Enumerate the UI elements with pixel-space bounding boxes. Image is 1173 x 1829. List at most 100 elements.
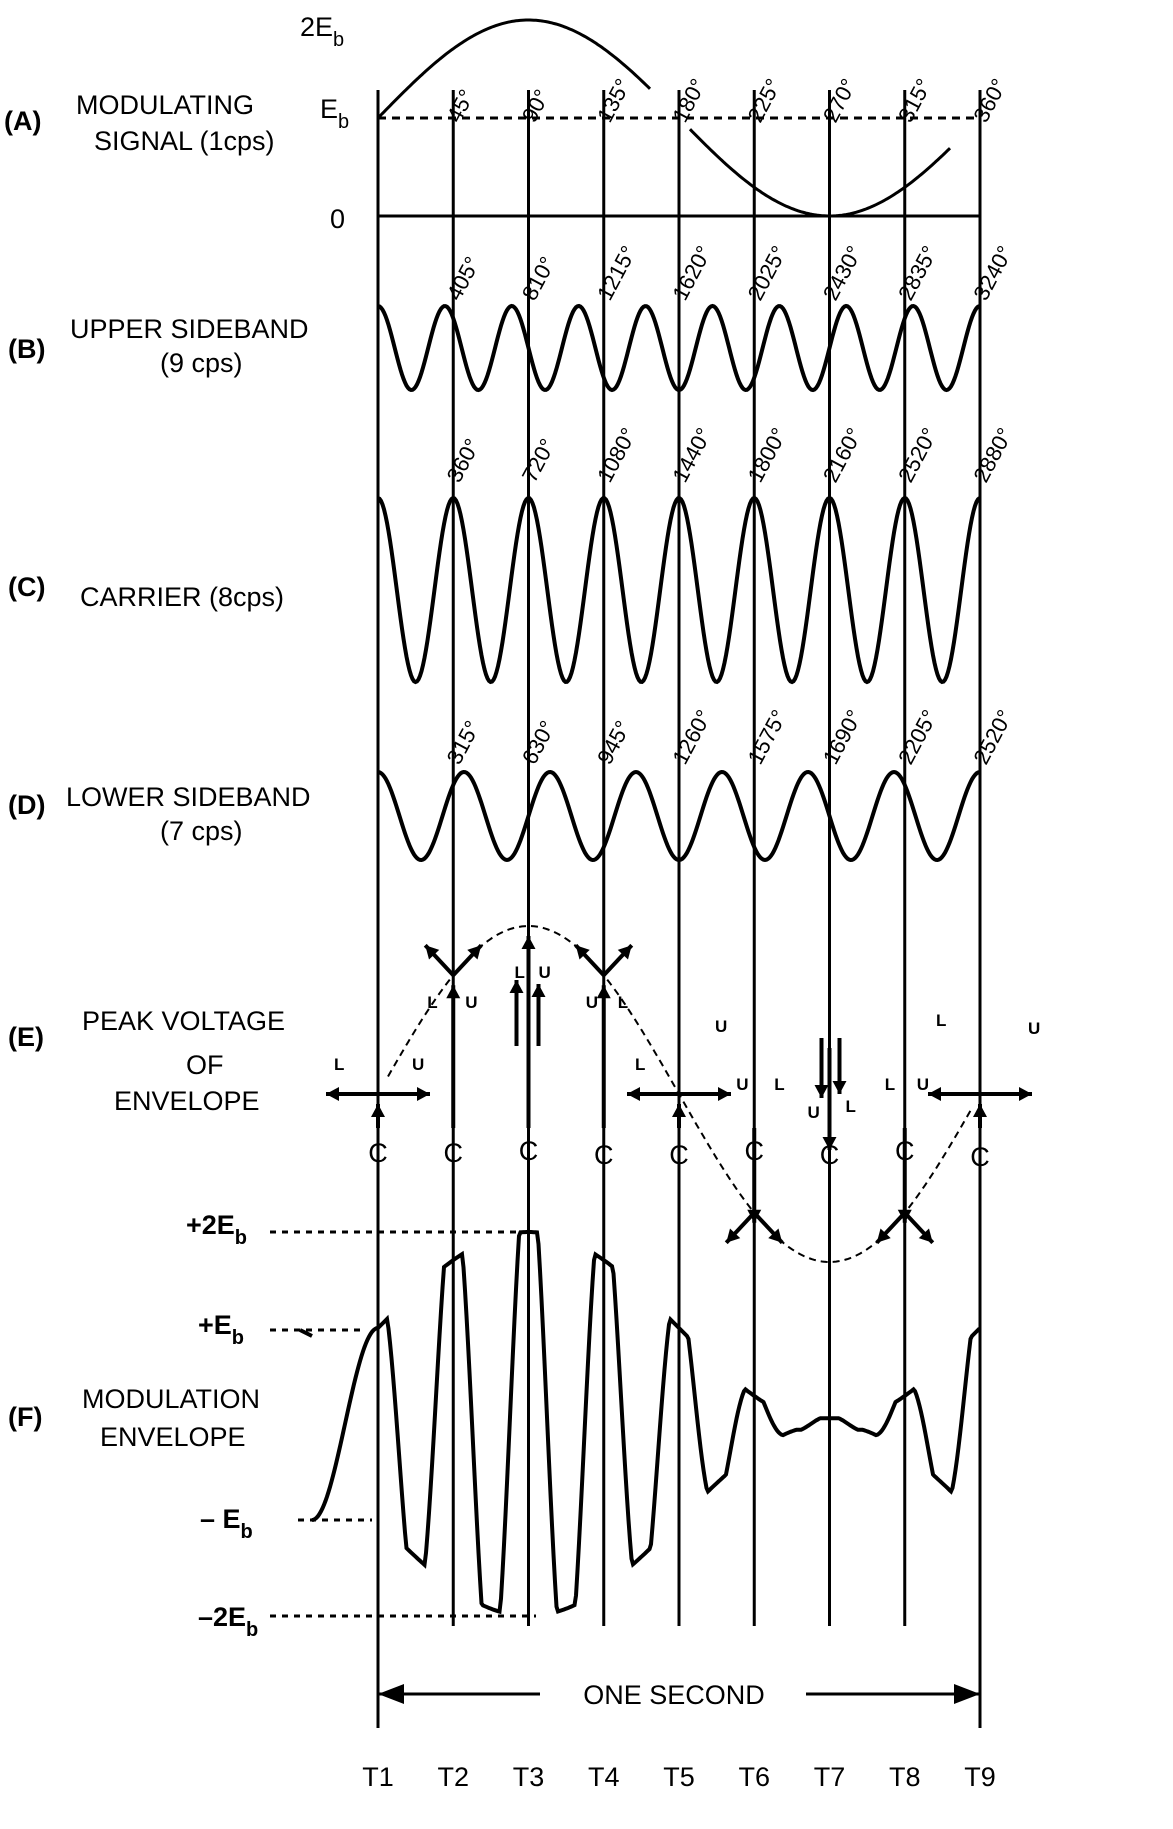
arrow-right-icon [954, 1684, 980, 1704]
label-l-t4: L [618, 993, 628, 1012]
duration-label: ONE SECOND [583, 1680, 765, 1710]
panel-b-letter: (B) [8, 334, 45, 364]
carrier-wave [377, 495, 981, 685]
upper-vector-t1 [378, 1087, 430, 1101]
panel-d-angle-4: 1260° [667, 706, 716, 769]
label-u-t6: U [736, 1075, 748, 1094]
panel-d-title-line1: LOWER SIDEBAND [66, 782, 311, 812]
panel-b-title-line2: (9 cps) [160, 348, 243, 378]
carrier-label-t8: C [895, 1136, 915, 1166]
panel-b-angle-4: 1620° [667, 242, 716, 305]
panel-c-angle-4: 1440° [667, 424, 716, 487]
lower-vector-t1 [326, 1087, 378, 1101]
panel-c-title-line1: CARRIER (8cps) [80, 582, 284, 612]
y-label-zero: 0 [330, 204, 345, 234]
panel-c-angle-7: 2520° [893, 424, 942, 487]
upper-vector-t7 [814, 1038, 829, 1098]
time-marker-label-t3: T3 [513, 1762, 545, 1792]
panel-c-angle-1: 360° [442, 434, 485, 486]
carrier-vector-t9 [973, 1104, 987, 1128]
panel-e: (E) PEAK VOLTAGE OF ENVELOPE L U LU L UL U U LU… [8, 925, 1040, 1263]
panel-d-title-line2: (7 cps) [160, 816, 243, 846]
modulating-signal-curve [376, 18, 952, 218]
panel-c: (C) CARRIER (8cps) 360° 720° 1080° 1440° 180… [8, 424, 1018, 685]
panel-b-angle-1: 405° [442, 252, 485, 304]
carrier-label-t1: C [368, 1138, 388, 1168]
panel-d-angle-8: 2520° [968, 706, 1017, 769]
carrier-vector-t6 [747, 1128, 762, 1223]
carrier-vector-t1 [371, 1104, 385, 1128]
label-l-t2: L [427, 993, 437, 1012]
lower-vector-t2 [423, 943, 455, 977]
carrier-label-t7: C [820, 1140, 840, 1170]
panel-a-angle-1: 45° [442, 85, 480, 126]
panel-d-angle-2: 630° [517, 716, 560, 768]
lower-vector-t9 [928, 1087, 980, 1101]
label-u-t5: U [715, 1017, 727, 1036]
lower-vector-t3 [509, 980, 524, 1046]
level-plus-eb: +Eb [198, 1310, 244, 1349]
y-label-eb: Eb [320, 94, 349, 133]
panel-d: (D) LOWER SIDEBAND (7 cps) 315° 630° 945° 1… [8, 706, 1018, 863]
carrier-label-t9: C [970, 1142, 990, 1172]
panel-a-title-line1: MODULATING [76, 90, 254, 120]
label-u-t2: U [465, 993, 477, 1012]
phasor-vectors: L U LU L UL U U LU L L UL UU L [326, 936, 1040, 1245]
time-marker-lines [376, 90, 982, 1728]
panel-c-letter: (C) [8, 572, 45, 602]
upper-vector-t2 [451, 943, 483, 977]
panel-b-angle-2: 810° [517, 252, 560, 304]
upper-sideband-wave [377, 303, 981, 393]
panel-f-title-line1: MODULATION [82, 1384, 260, 1414]
panel-b-angle-6: 2430° [818, 242, 867, 305]
panel-c-angle-8: 2880° [968, 424, 1017, 487]
label-l-t5: L [635, 1055, 645, 1074]
panel-a-letter: (A) [4, 106, 41, 136]
panel-d-letter: (D) [8, 790, 45, 820]
panel-a-title-line2: SIGNAL (1cps) [94, 126, 275, 156]
panel-a-angle-2: 90° [517, 85, 555, 126]
carrier-vector-t8 [897, 1128, 912, 1223]
panel-b-title-line1: UPPER SIDEBAND [70, 314, 309, 344]
panel-f: (F) MODULATION ENVELOPE +2Eb +Eb – Eb –2… [8, 1210, 981, 1641]
modulation-envelope-wave [299, 1230, 981, 1615]
panel-c-angle-2: 720° [517, 434, 560, 486]
carrier-label-t2: C [444, 1138, 464, 1168]
panel-d-angle-7: 2205° [893, 706, 942, 769]
panel-a: (A) MODULATING SIGNAL (1cps) 2Eb Eb 0 45… [4, 12, 1012, 234]
panel-a-angle-5: 225° [743, 74, 786, 126]
carrier-vector-t7 [822, 1048, 837, 1150]
label-u-t4: U [586, 993, 598, 1012]
level-plus-2eb: +2Eb [186, 1210, 247, 1249]
panel-b-angle-5: 2025° [743, 242, 792, 305]
panel-e-letter: (E) [8, 1022, 44, 1052]
panel-b-angle-8: 3240° [968, 242, 1017, 305]
carrier-label-t3: C [519, 1136, 539, 1166]
panel-d-angle-1: 315° [442, 716, 485, 768]
lower-vector-t6 [724, 1211, 756, 1245]
arrow-left-icon [378, 1684, 404, 1704]
time-marker-label-t2: T2 [437, 1762, 469, 1792]
carrier-vector-t2 [446, 985, 461, 1128]
panel-e-title-line2: OF [186, 1050, 224, 1080]
lower-sideband-wave [377, 769, 981, 863]
panel-e-title-line3: ENVELOPE [114, 1086, 260, 1116]
time-marker-label-t4: T4 [588, 1762, 620, 1792]
time-marker-label-t5: T5 [663, 1762, 695, 1792]
upper-vector-t4 [602, 943, 634, 977]
time-marker-label-t9: T9 [964, 1762, 996, 1792]
panel-d-angle-6: 1690° [818, 706, 867, 769]
time-marker-labels: T1 T2 T3 T4 T5 T6 T7 T8 T9 [362, 1762, 996, 1792]
time-marker-label-t7: T7 [814, 1762, 846, 1792]
lower-vector-t4 [574, 943, 606, 977]
panel-f-title-line2: ENVELOPE [100, 1422, 246, 1452]
panel-e-title-line1: PEAK VOLTAGE [82, 1006, 285, 1036]
carrier-vector-t3 [521, 936, 536, 1128]
time-marker-label-t1: T1 [362, 1762, 394, 1792]
panel-d-angle-3: 945° [592, 716, 635, 768]
label-u-t1: U [412, 1055, 424, 1074]
label-l-t9: L [936, 1011, 946, 1030]
carrier-vector-t5 [672, 1104, 686, 1128]
panel-b-angle-3: 1215° [592, 242, 641, 305]
